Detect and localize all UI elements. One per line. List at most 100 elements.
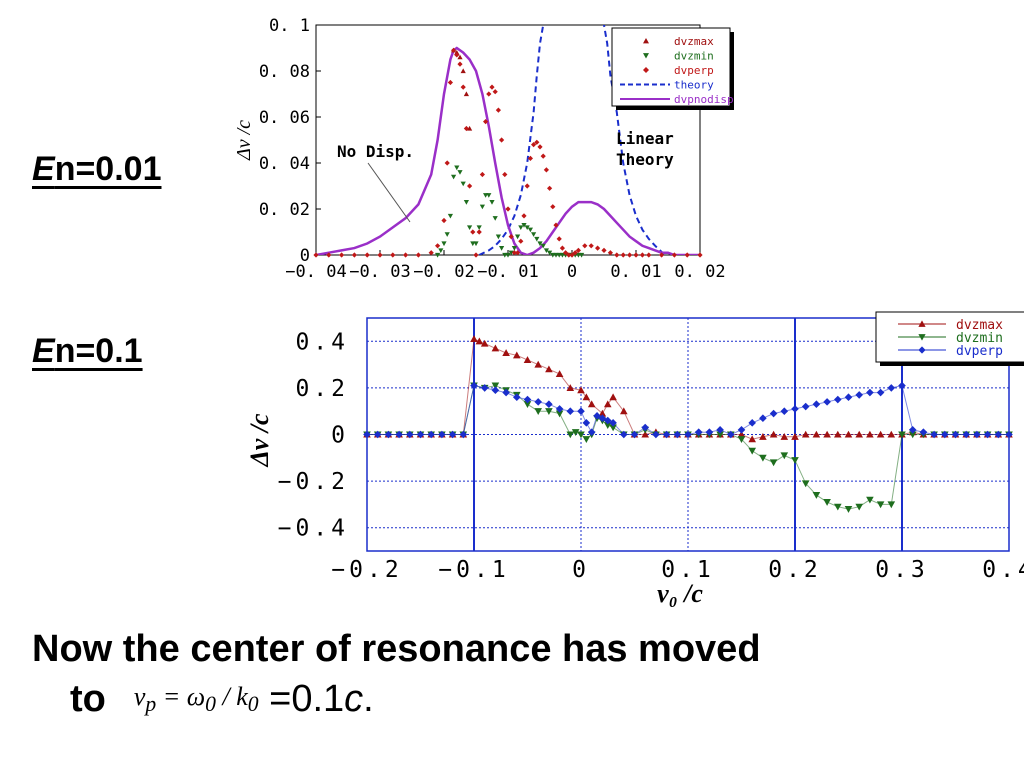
point-dvzmin: [834, 503, 842, 511]
point-dvperp: [521, 213, 527, 219]
point-dvperp: [646, 252, 652, 258]
point-dvperp: [876, 388, 885, 397]
x-tick-label: 0: [572, 557, 590, 583]
point-dvzmax: [545, 365, 553, 373]
caption-value-end: .: [363, 678, 374, 720]
legend-entry-dvzmin: dvzmin: [956, 331, 1003, 346]
point-dvperp: [527, 155, 533, 161]
caption-line1: Now the center of resonance has moved: [32, 628, 761, 670]
point-dvzmin: [748, 447, 756, 455]
point-dvperp: [569, 252, 575, 258]
y-tick-label: 0.4: [295, 329, 349, 355]
point-dvzmax: [480, 339, 489, 347]
point-dvperp: [451, 47, 457, 53]
point-dvperp: [555, 405, 564, 413]
point-dvzmin: [463, 200, 469, 205]
y-tick-label: 0. 02: [259, 200, 310, 220]
point-dvperp: [513, 393, 521, 402]
point-dvperp: [697, 252, 703, 258]
point-dvzmax: [780, 433, 789, 440]
point-dvperp: [601, 247, 607, 253]
point-dvperp: [844, 393, 853, 402]
x-tick-label: 0: [567, 262, 577, 282]
point-dvzmin: [457, 170, 463, 175]
point-dvzmax: [491, 344, 500, 352]
point-dvzmax: [566, 384, 575, 391]
point-dvperp: [363, 430, 371, 439]
point-dvzmin: [582, 436, 591, 443]
x-tick-label: 0. 01: [610, 262, 661, 282]
legend-entry-dvpnodisp: dvpnodisp: [674, 93, 734, 106]
point-dvzmax: [641, 430, 649, 438]
point-dvperp: [737, 426, 746, 434]
x-tick-label: −0. 01: [477, 262, 538, 282]
point-dvperp: [727, 430, 735, 439]
point-dvzmax: [513, 351, 521, 359]
point-dvzmax: [603, 400, 612, 408]
legend-swatch-dvzmin: [643, 53, 649, 59]
point-dvperp: [595, 245, 601, 251]
series-line-dvpnodisp: [316, 46, 700, 255]
point-dvzmin: [603, 422, 612, 429]
point-dvzmin: [791, 457, 799, 464]
formula-sub-0b: 0: [247, 692, 259, 717]
point-dvperp: [540, 153, 546, 159]
point-dvperp: [577, 407, 585, 415]
point-dvperp: [593, 412, 601, 420]
point-dvperp: [559, 245, 565, 251]
formula-v: v: [133, 682, 146, 711]
x-tick-label: −0.1: [438, 557, 509, 583]
point-dvzmin: [801, 480, 810, 488]
legend-swatch-dvzmax: [918, 320, 926, 327]
point-dvperp: [598, 414, 607, 422]
point-dvperp: [406, 430, 414, 439]
point-dvperp: [505, 206, 511, 212]
point-dvzmax: [823, 430, 831, 438]
point-dvperp: [620, 252, 626, 258]
point-dvperp: [470, 381, 478, 390]
formula-omega: = ω: [156, 682, 206, 711]
panel-label-rest: n=0.1: [54, 332, 143, 370]
point-dvperp: [441, 217, 447, 224]
formula-k: / k: [215, 682, 248, 711]
point-dvzmin: [527, 227, 533, 233]
point-dvzmin: [898, 431, 906, 439]
point-dvzmin: [716, 431, 724, 439]
point-dvzmax: [844, 430, 853, 438]
point-dvperp: [908, 426, 917, 434]
point-dvperp: [491, 386, 500, 395]
point-dvperp: [534, 139, 540, 145]
point-dvperp: [460, 84, 466, 90]
point-dvperp: [377, 252, 383, 258]
point-dvzmin: [491, 382, 500, 390]
y-tick-label: 0. 08: [259, 62, 310, 82]
legend-entry-dvzmin: dvzmin: [674, 50, 714, 63]
x-tick-label: −0.2: [331, 557, 402, 583]
point-dvperp: [543, 167, 549, 173]
point-dvperp: [769, 409, 778, 418]
point-dvperp: [457, 61, 463, 67]
point-dvzmin: [454, 165, 460, 171]
point-dvzmin: [508, 250, 514, 256]
point-dvperp: [823, 398, 831, 406]
y-tick-label: 0: [331, 423, 349, 449]
point-dvzmin: [571, 429, 580, 436]
point-dvperp: [983, 430, 992, 439]
point-dvzmin: [543, 248, 549, 253]
point-dvzmax: [609, 393, 617, 401]
annotation-no-disp: No Disp.: [337, 142, 414, 161]
annotation-theory: Theory: [616, 150, 674, 169]
point-dvzmin: [555, 410, 564, 418]
point-dvzmax: [791, 433, 799, 440]
point-dvperp: [531, 142, 537, 148]
panel-label-en01: En=0.1: [32, 332, 143, 371]
point-dvperp: [438, 430, 446, 439]
point-dvperp: [447, 79, 453, 86]
point-dvzmax: [620, 407, 628, 415]
point-dvperp: [537, 144, 543, 150]
point-dvzmin: [479, 204, 485, 210]
annotation-leader: [367, 162, 411, 223]
legend-swatch-dvzmin: [918, 334, 926, 341]
point-dvperp: [508, 234, 514, 240]
point-dvperp: [524, 183, 530, 189]
